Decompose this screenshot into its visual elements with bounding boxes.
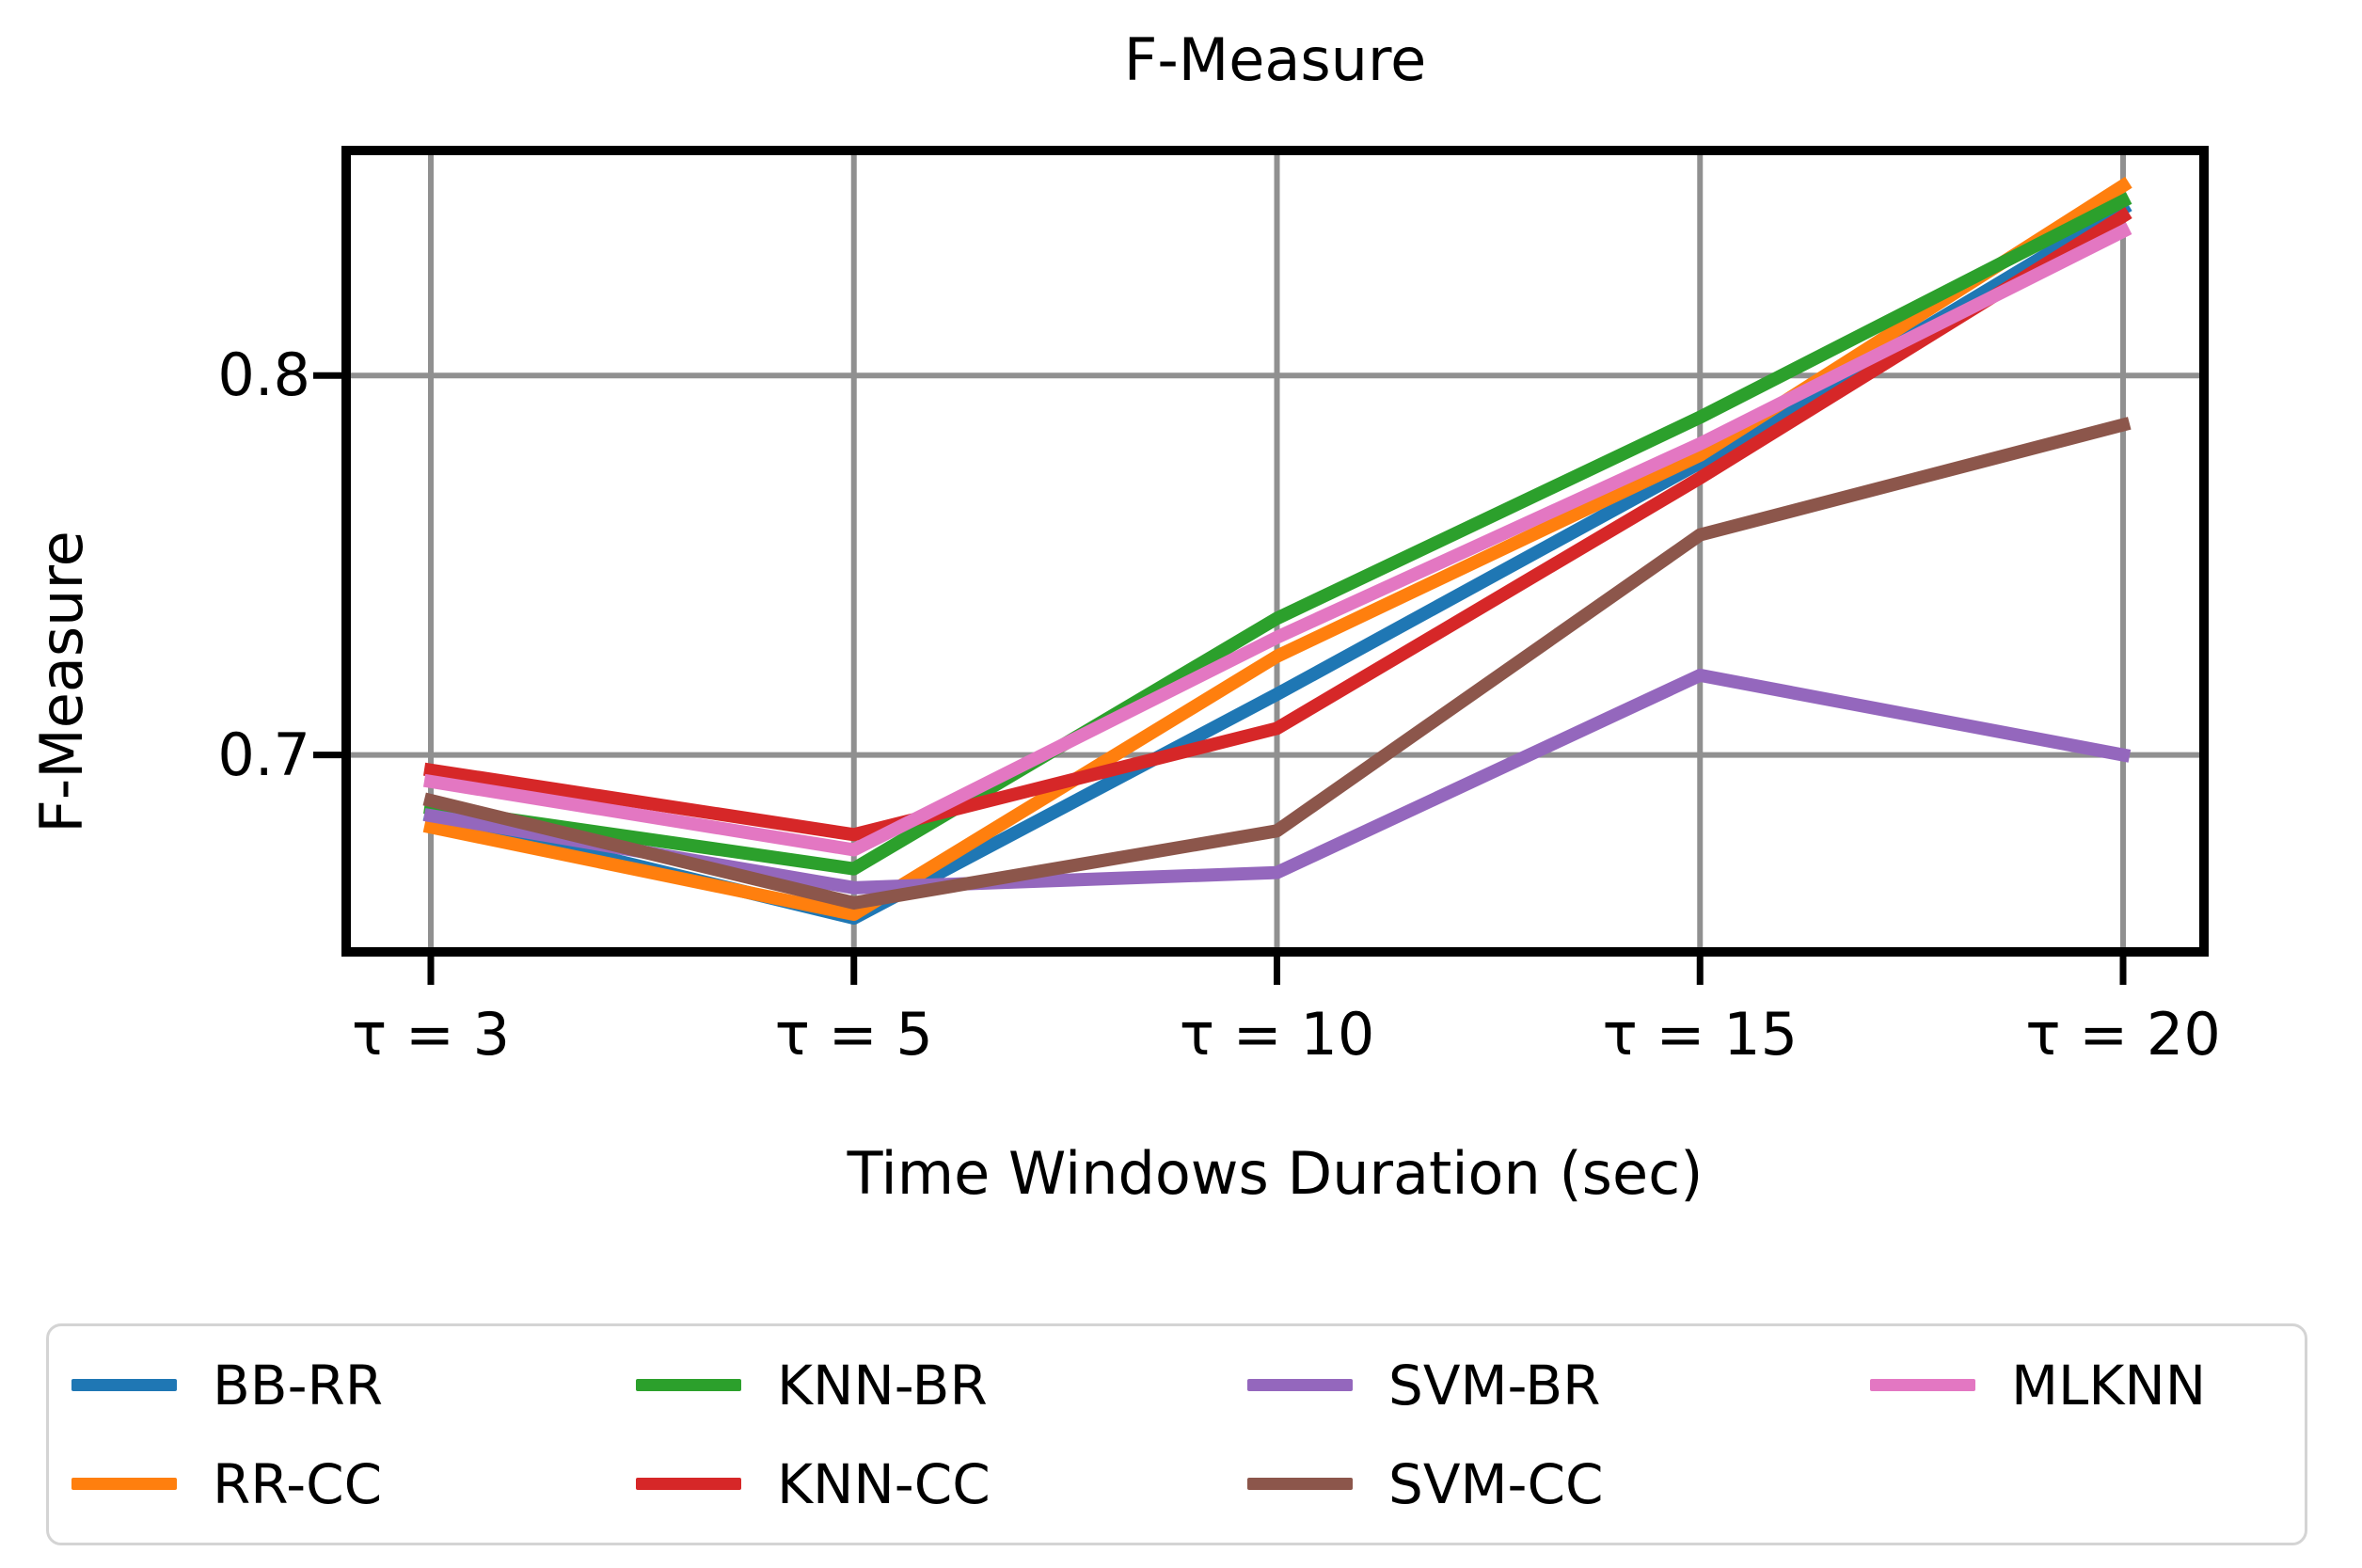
x-tick-label: τ = 15 bbox=[1602, 1000, 1799, 1069]
legend-label: RR-CC bbox=[213, 1451, 383, 1516]
chart-title: F-Measure bbox=[1123, 25, 1427, 94]
x-axis-label: Time Windows Duration (sec) bbox=[847, 1139, 1704, 1208]
series-line-knn-cc bbox=[423, 207, 2132, 842]
legend-line-sample bbox=[1247, 1478, 1353, 1490]
legend-item-mlknn: MLKNN bbox=[1870, 1355, 2286, 1416]
legend-line-sample bbox=[71, 1379, 177, 1391]
legend-item-rr-cc: RR-CC bbox=[71, 1454, 636, 1514]
x-tick-label: τ = 5 bbox=[774, 1000, 933, 1069]
legend-line-sample bbox=[71, 1478, 177, 1490]
series-line-rr-cc bbox=[422, 176, 2132, 922]
legend-line-sample bbox=[636, 1379, 741, 1391]
x-tick-label: τ = 20 bbox=[2025, 1000, 2221, 1069]
axes-spines bbox=[341, 146, 2209, 957]
legend-label: KNN-CC bbox=[777, 1451, 991, 1516]
series-line-knn-br bbox=[423, 192, 2132, 876]
legend-label: BB-RR bbox=[213, 1353, 384, 1418]
legend-line-sample bbox=[1247, 1379, 1353, 1391]
y-tick-label: 0.8 bbox=[217, 341, 310, 410]
legend-label: SVM-BR bbox=[1388, 1353, 1601, 1418]
legend: BB-RR RR-CC KNN-BR KNN-CC SVM-BR SVM-CC MLKNN bbox=[46, 1323, 2307, 1545]
legend-item-bb-rr: BB-RR bbox=[71, 1355, 636, 1416]
x-tick-label: τ = 10 bbox=[1179, 1000, 1375, 1069]
x-tick-label: τ = 3 bbox=[351, 1000, 511, 1069]
y-tick-label: 0.7 bbox=[217, 720, 310, 789]
series-line-svm-cc bbox=[422, 417, 2132, 910]
y-axis-label: F-Measure bbox=[27, 531, 96, 833]
legend-item-svm-cc: SVM-CC bbox=[1247, 1454, 1870, 1514]
legend-label: MLKNN bbox=[2011, 1353, 2207, 1418]
series-line-mlknn bbox=[422, 222, 2132, 857]
legend-item-knn-br: KNN-BR bbox=[636, 1355, 1247, 1416]
legend-label: KNN-BR bbox=[777, 1353, 988, 1418]
legend-line-sample bbox=[1870, 1379, 1975, 1391]
legend-item-svm-br: SVM-BR bbox=[1247, 1355, 1870, 1416]
legend-label: SVM-CC bbox=[1388, 1451, 1604, 1516]
legend-item-knn-cc: KNN-CC bbox=[636, 1454, 1247, 1514]
legend-line-sample bbox=[636, 1478, 741, 1490]
